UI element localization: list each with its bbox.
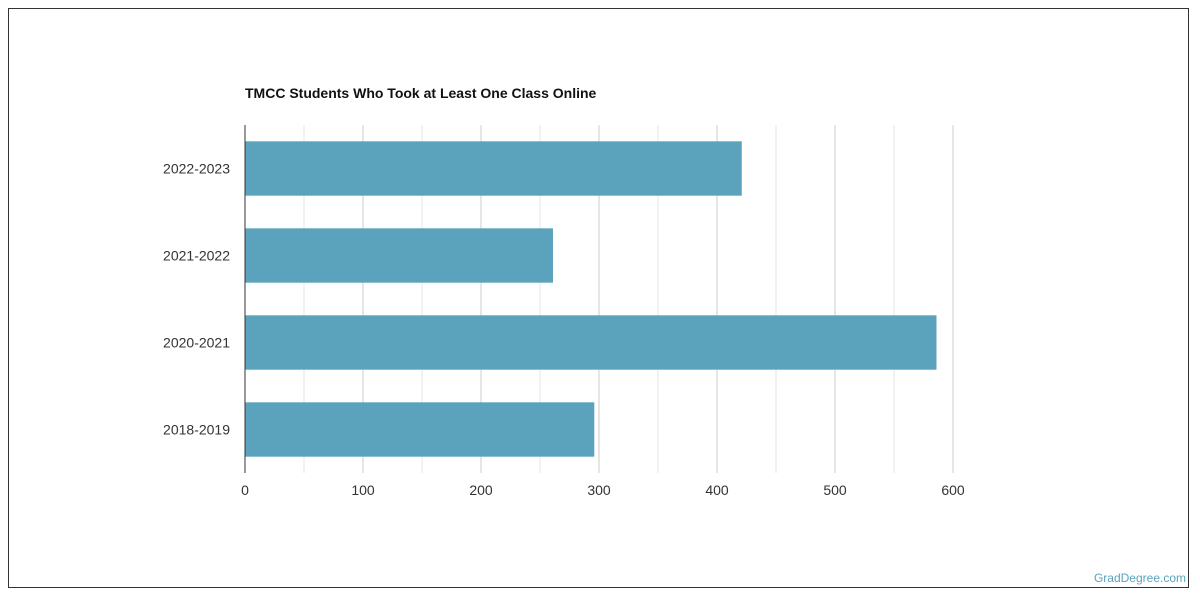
x-tick-label: 0 bbox=[241, 482, 249, 498]
category-label: 2020-2021 bbox=[163, 335, 230, 351]
x-tick-label: 200 bbox=[469, 482, 493, 498]
bars bbox=[245, 141, 937, 457]
source-watermark[interactable]: GradDegree.com bbox=[1093, 571, 1186, 585]
x-tick-label: 400 bbox=[705, 482, 729, 498]
chart-title: TMCC Students Who Took at Least One Clas… bbox=[245, 85, 597, 101]
bar-2018-2019[interactable] bbox=[245, 402, 595, 457]
labels: 2022-2023 2021-2022 2020-2021 2018-2019 0 100… bbox=[163, 161, 965, 499]
bar-2021-2022[interactable] bbox=[245, 228, 553, 283]
bar-2020-2021[interactable] bbox=[245, 315, 937, 370]
category-label: 2022-2023 bbox=[163, 161, 230, 177]
category-label: 2018-2019 bbox=[163, 422, 230, 438]
x-tick-label: 300 bbox=[587, 482, 611, 498]
category-label: 2021-2022 bbox=[163, 248, 230, 264]
x-tick-label: 600 bbox=[941, 482, 965, 498]
x-tick-label: 100 bbox=[351, 482, 375, 498]
x-tick-label: 500 bbox=[823, 482, 847, 498]
bar-2022-2023[interactable] bbox=[245, 141, 742, 196]
